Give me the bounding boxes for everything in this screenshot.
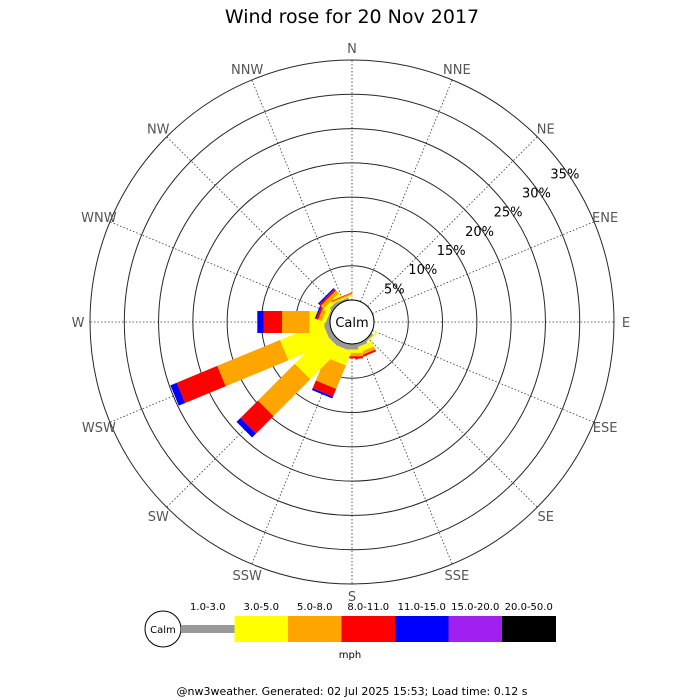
- bar-nnw-bin-2: [331, 293, 353, 303]
- legend-swatch-2: [288, 616, 342, 642]
- footer-text: @nw3weather. Generated: 02 Jul 2025 15:5…: [177, 685, 528, 698]
- bar-wsw-bin-0: [324, 324, 334, 339]
- spoke-se: [367, 337, 538, 508]
- ring-label-30: 30%: [522, 187, 551, 202]
- speed-legend: Calm mph 1.0-3.0 3.0-5.0 5.0-8.0 8.0-11.0 11…: [144, 602, 556, 661]
- spoke-nw: [166, 136, 337, 307]
- legend-label-3: 8.0-11.0: [347, 602, 389, 613]
- direction-label-s: S: [348, 590, 356, 605]
- bar-nnw-bin-1: [332, 294, 353, 304]
- direction-label-nw: NW: [147, 122, 170, 137]
- direction-label-sse: SSE: [445, 569, 470, 584]
- direction-label-ene: ENE: [592, 211, 618, 226]
- direction-label-sw: SW: [148, 510, 169, 525]
- direction-label-n: N: [347, 42, 357, 57]
- bar-sw-bin-4: [236, 418, 256, 438]
- bar-sw-bin-1: [294, 333, 341, 380]
- direction-label-wnw: WNW: [81, 211, 117, 226]
- ring-label-15: 15%: [437, 244, 466, 259]
- bar-nw-bin-3: [318, 288, 336, 306]
- bar-ssw-bin-3: [312, 380, 337, 397]
- bar-wsw-bin-3: [176, 365, 226, 404]
- legend-swatch-5: [448, 616, 503, 642]
- legend-label-4: 11.0-15.0: [398, 602, 446, 613]
- ring-label-10: 10%: [408, 263, 437, 278]
- bar-wsw-bin-4: [170, 382, 186, 406]
- legend-calm-label: Calm: [150, 625, 176, 636]
- legend-swatch-6: [502, 616, 556, 642]
- legend-swatch-1: [234, 616, 289, 642]
- bar-sw-bin-3: [240, 400, 274, 434]
- calm-circle: [329, 299, 375, 345]
- ring-30: [123, 93, 581, 551]
- direction-labels: N NNE NE ENE E ESE SE SSE S SSW SW WSW W WNW NW NNW: [72, 42, 631, 605]
- calm-label: Calm: [335, 316, 368, 331]
- ring-25: [158, 128, 546, 516]
- legend-swatch-3: [341, 616, 396, 642]
- ring-labels: 5%10%15% 20%25% 30% 35%: [384, 167, 579, 297]
- spoke-ese: [372, 330, 595, 423]
- ring-label-5: 5%: [384, 282, 405, 297]
- bar-nw-bin-2: [320, 290, 339, 309]
- ring-label-35: 35%: [550, 167, 579, 182]
- spoke-sse: [360, 342, 453, 565]
- legend-label-2: 5.0-8.0: [297, 602, 332, 613]
- spoke-nne: [360, 79, 453, 302]
- bar-wsw-bin-2: [217, 339, 289, 387]
- legend-label-5: 15.0-20.0: [451, 602, 499, 613]
- bar-nnw-bin-3: [331, 292, 352, 302]
- legend-swatch-0: [181, 625, 235, 633]
- direction-label-nne: NNE: [443, 63, 471, 78]
- direction-spokes: [90, 60, 614, 584]
- direction-label-ne: NE: [537, 122, 555, 137]
- direction-label-nnw: NNW: [231, 63, 263, 78]
- bar-w-bin-2: [282, 311, 310, 333]
- ring-label-25: 25%: [494, 206, 523, 221]
- legend-unit: mph: [339, 650, 361, 661]
- direction-label-e: E: [622, 316, 630, 331]
- ring-label-20: 20%: [465, 225, 494, 240]
- bar-sw-bin-2: [257, 363, 311, 417]
- spoke-nnw: [251, 79, 344, 302]
- legend-label-1: 3.0-5.0: [244, 602, 279, 613]
- legend-label-6: 20.0-50.0: [505, 602, 553, 613]
- legend-label-0: 1.0-3.0: [190, 602, 225, 613]
- bar-nnw-bin-0: [337, 297, 350, 304]
- calm-center: Calm: [329, 299, 375, 345]
- wind-bars: [170, 288, 378, 438]
- direction-label-ssw: SSW: [232, 569, 262, 584]
- direction-label-ese: ESE: [593, 421, 618, 436]
- spoke-wnw: [109, 221, 332, 314]
- bar-s-bin-0: [345, 344, 359, 350]
- bar-ssw-bin-4: [311, 388, 334, 399]
- bar-nw-bin-4: [318, 288, 335, 305]
- legend-swatch-4: [395, 616, 449, 642]
- direction-label-wsw: WSW: [82, 421, 116, 436]
- direction-label-w: W: [72, 316, 85, 331]
- spoke-ene: [372, 221, 595, 314]
- bar-w-bin-3: [263, 311, 282, 333]
- chart-title: Wind rose for 20 Nov 2017: [225, 6, 479, 28]
- direction-label-se: SE: [538, 510, 554, 525]
- spoke-ne: [367, 136, 538, 307]
- bar-w-bin-4: [257, 311, 264, 333]
- ring-35: [89, 59, 615, 585]
